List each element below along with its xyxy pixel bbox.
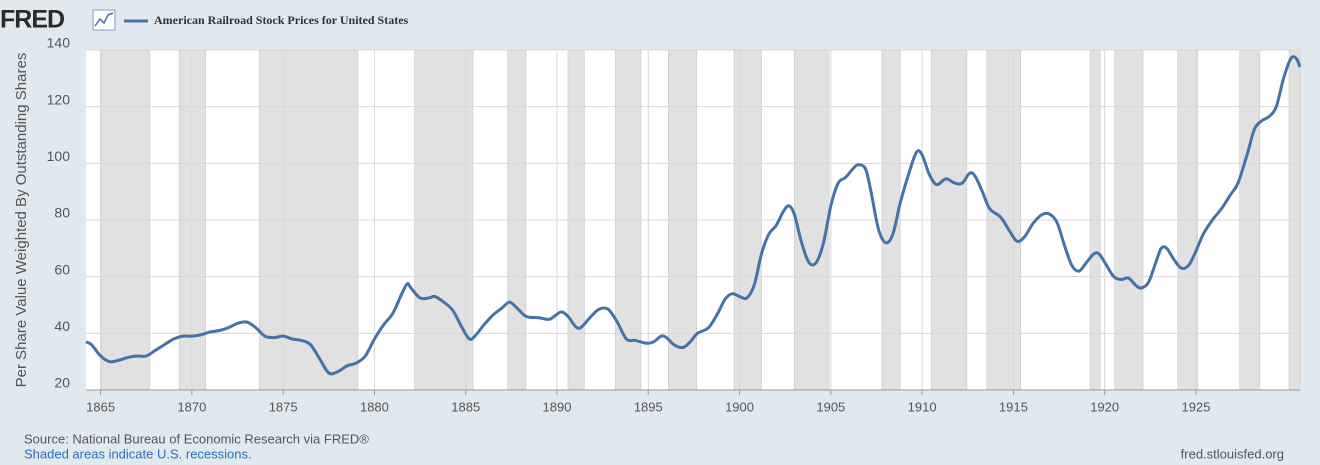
x-tick-label: 1895 (634, 399, 663, 414)
x-tick-label: 1900 (725, 399, 754, 414)
site-url[interactable]: fred.stlouisfed.org (1181, 446, 1284, 461)
y-axis-label: Per Share Value Weighted By Outstanding … (13, 53, 30, 388)
y-tick-label: 20 (54, 375, 70, 391)
x-tick-label: 1925 (1181, 399, 1210, 414)
series-line (85, 55, 1302, 376)
legend-label: American Railroad Stock Prices for Unite… (154, 13, 409, 27)
recession-note[interactable]: Shaded areas indicate U.S. recessions. (24, 446, 252, 461)
logo-icon-line (94, 12, 114, 27)
x-tick-label: 1880 (360, 399, 389, 414)
x-tick-label: 1890 (543, 399, 572, 414)
x-tick-label: 1905 (816, 399, 845, 414)
y-tick-label: 120 (47, 91, 71, 107)
logo: FRED (0, 6, 64, 34)
x-tick-label: 1865 (86, 399, 115, 414)
x-tick-label: 1875 (269, 399, 298, 414)
y-tick-label: 140 (47, 35, 71, 51)
y-tick-label: 100 (47, 148, 71, 164)
x-tick-label: 1885 (451, 399, 480, 414)
x-tick-label: 1920 (1090, 399, 1119, 414)
y-tick-label: 40 (54, 318, 70, 334)
source: Source: National Bureau of Economic Rese… (24, 431, 369, 446)
x-tick-label: 1915 (999, 399, 1028, 414)
x-tick-label: 1910 (908, 399, 937, 414)
x-tick-label: 1870 (177, 399, 206, 414)
y-tick-label: 60 (54, 261, 70, 277)
y-tick-label: 80 (54, 205, 70, 221)
